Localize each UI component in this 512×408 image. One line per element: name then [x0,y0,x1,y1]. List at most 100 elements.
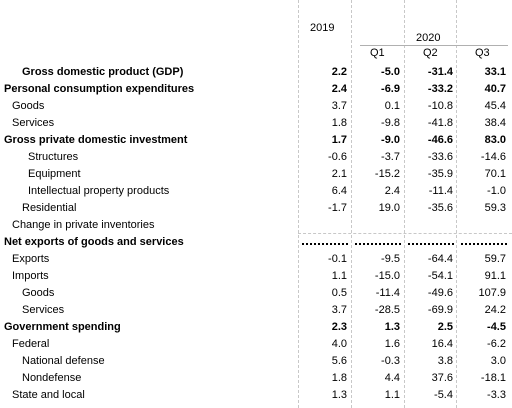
table-row: Change in private inventories [0,217,512,234]
cell-q3: -18.1 [480,372,506,384]
cell-q1: -6.9 [381,83,400,95]
cell-q3: 107.9 [478,287,506,299]
cell-q1: -9.8 [381,117,400,129]
table-row: Equipment 2.1 -15.2 -35.9 70.1 [0,166,512,183]
cell-v2019: 3.7 [331,100,347,112]
row-label: Equipment [28,168,81,180]
cell-q3: 38.4 [484,117,506,129]
cell-q3: 24.2 [484,304,506,316]
table-row: Intellectual property products 6.4 2.4 -11.… [0,183,512,200]
table-row: State and local 1.3 1.1 -5.4 -3.3 [0,387,512,404]
row-label: Federal [12,338,50,350]
cell-v2019: 1.1 [331,270,347,282]
cell-q2: -49.6 [427,287,453,299]
cell-q1: 1.3 [384,321,400,333]
header-q2: Q2 [423,47,438,59]
cell-q3: 59.7 [484,253,506,265]
row-label: Services [12,117,55,129]
row-label: Gross private domestic investment [4,134,188,146]
column-divider [456,0,457,408]
table-row: Imports 1.1 -15.0 -54.1 91.1 [0,268,512,285]
cell-q3: 40.7 [484,83,506,95]
row-label: Change in private inventories [12,219,155,231]
table-row: Services 3.7 -28.5 -69.9 24.2 [0,302,512,319]
table-row: Goods 3.7 0.1 -10.8 45.4 [0,98,512,115]
cell-v2019: 2.1 [331,168,347,180]
table-row: Personal consumption expenditures 2.4 -6.9… [0,81,512,98]
header-q1: Q1 [370,47,385,59]
table-row: Net exports of goods and services [0,234,512,251]
dotted-placeholder [461,237,507,245]
cell-v2019: 1.7 [331,134,347,146]
table-row: Gross domestic product (GDP) 2.2 -5.0 -31.4… [0,64,512,81]
cell-v2019: 4.0 [331,338,347,350]
cell-v2019: -0.1 [328,253,347,265]
row-label: Exports [12,253,50,265]
cell-q2: 37.6 [431,372,453,384]
cell-v2019: -0.6 [328,151,347,163]
cell-q2: -35.6 [427,202,453,214]
table-row: Nondefense 1.8 4.4 37.6 -18.1 [0,370,512,387]
cell-v2019: 1.8 [331,372,347,384]
cell-q1: 1.6 [384,338,400,350]
row-label: State and local [12,389,85,401]
cell-q1: -11.4 [375,287,400,299]
row-label: Structures [28,151,79,163]
cell-v2019: 3.7 [331,304,347,316]
cell-q1: -15.2 [374,168,400,180]
header-underline [360,45,508,46]
row-label: Goods [22,287,55,299]
cell-q1: -15.0 [374,270,400,282]
column-divider [404,0,405,408]
cell-q1: 0.1 [384,100,400,112]
cell-q2: -33.2 [427,83,453,95]
cell-q2: -31.4 [427,66,453,78]
table-row: Exports -0.1 -9.5 -64.4 59.7 [0,251,512,268]
cell-q2: -69.9 [427,304,453,316]
cell-q1: 19.0 [378,202,400,214]
row-label: Government spending [4,321,121,333]
cell-v2019: 6.4 [331,185,347,197]
cell-q3: -1.0 [487,185,506,197]
dotted-placeholder [302,237,348,245]
row-label: Intellectual property products [28,185,170,197]
cell-q3: -4.5 [487,321,506,333]
cell-q3: 3.0 [490,355,506,367]
row-label: Net exports of goods and services [4,236,184,248]
cell-q2: -33.6 [427,151,453,163]
cell-q2: 2.5 [437,321,453,333]
cell-v2019: 1.8 [331,117,347,129]
row-label: National defense [22,355,105,367]
cell-v2019: 0.5 [331,287,347,299]
table-row: Structures -0.6 -3.7 -33.6 -14.6 [0,149,512,166]
cell-q3: 83.0 [484,134,506,146]
cell-q2: -10.8 [427,100,453,112]
cell-v2019: 2.4 [331,83,347,95]
cell-q2: -46.6 [427,134,453,146]
cell-q1: -9.0 [381,134,400,146]
table-row: Government spending 2.3 1.3 2.5 -4.5 [0,319,512,336]
cell-q2: 3.8 [437,355,453,367]
cell-q1: 1.1 [384,389,400,401]
cell-q2: -64.4 [427,253,453,265]
cell-q2: 16.4 [431,338,453,350]
cell-q1: -28.5 [374,304,400,316]
row-label: Residential [22,202,77,214]
cell-q3: -6.2 [487,338,506,350]
row-label: Personal consumption expenditures [4,83,195,95]
table-row: National defense 5.6 -0.3 3.8 3.0 [0,353,512,370]
cell-v2019: 5.6 [331,355,347,367]
cell-q2: -5.4 [434,389,453,401]
cell-q2: -11.4 [428,185,453,197]
header-q3: Q3 [475,47,490,59]
row-label: Services [22,304,65,316]
cell-q2: -35.9 [427,168,453,180]
dotted-placeholder [355,237,401,245]
cell-q3: -3.3 [487,389,506,401]
cell-q1: -0.3 [381,355,400,367]
cell-q3: 45.4 [484,100,506,112]
cell-v2019: 2.3 [331,321,347,333]
row-label: Goods [12,100,45,112]
table-row: Federal 4.0 1.6 16.4 -6.2 [0,336,512,353]
row-label: Imports [12,270,49,282]
